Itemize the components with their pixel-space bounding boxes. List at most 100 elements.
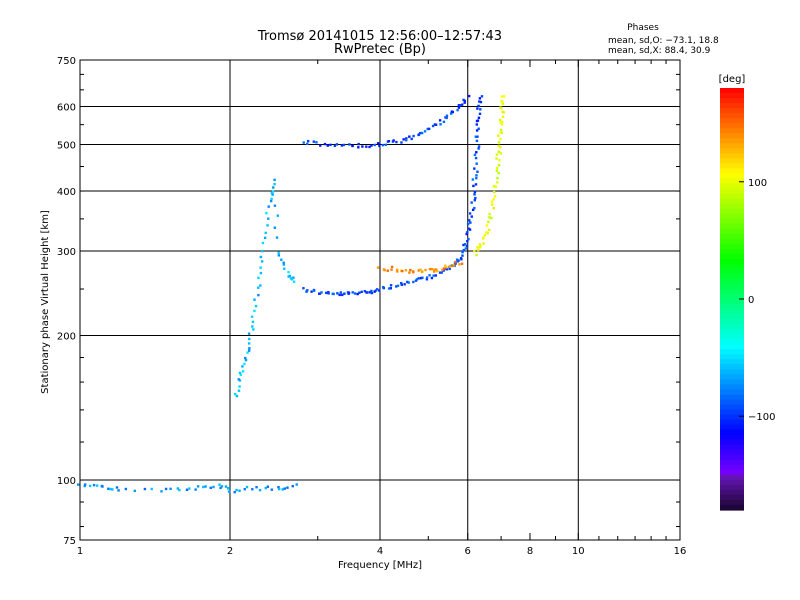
data-point bbox=[497, 141, 501, 144]
colorbar-band bbox=[720, 128, 744, 134]
data-point bbox=[259, 271, 263, 275]
series-low-height-echoes bbox=[76, 483, 298, 494]
data-point bbox=[335, 143, 339, 146]
data-point bbox=[259, 255, 263, 259]
data-point bbox=[440, 271, 443, 274]
data-point bbox=[150, 487, 153, 491]
data-point bbox=[488, 216, 491, 219]
data-point bbox=[477, 116, 481, 120]
data-point bbox=[282, 261, 285, 264]
data-point bbox=[373, 290, 376, 293]
data-point bbox=[396, 284, 400, 287]
data-point bbox=[492, 207, 495, 210]
data-point bbox=[475, 151, 478, 154]
data-point bbox=[497, 134, 500, 137]
data-point bbox=[266, 224, 269, 227]
y-tick-label: 750 bbox=[57, 56, 76, 67]
colorbar-band bbox=[720, 113, 744, 119]
data-point bbox=[438, 119, 442, 122]
data-point bbox=[272, 186, 275, 189]
colorbar-band bbox=[720, 293, 744, 300]
data-point bbox=[235, 394, 239, 398]
data-point bbox=[492, 185, 495, 188]
data-point bbox=[357, 146, 360, 149]
data-point bbox=[283, 267, 286, 270]
data-point bbox=[329, 143, 332, 147]
data-point bbox=[368, 291, 372, 294]
data-point bbox=[435, 268, 438, 271]
data-point bbox=[277, 254, 281, 257]
data-point bbox=[378, 144, 381, 148]
data-point bbox=[461, 254, 464, 257]
data-point bbox=[473, 167, 476, 170]
phase-stats-x: mean, sd,X: 88.4, 30.9 bbox=[608, 46, 711, 56]
data-point bbox=[479, 245, 482, 248]
data-point bbox=[276, 214, 280, 217]
data-point bbox=[487, 220, 490, 224]
data-point bbox=[478, 243, 482, 246]
data-point bbox=[347, 291, 351, 295]
data-point bbox=[269, 199, 273, 203]
data-point bbox=[292, 280, 296, 283]
data-point bbox=[466, 231, 469, 234]
data-point bbox=[390, 265, 394, 269]
data-point bbox=[494, 185, 497, 188]
data-point bbox=[471, 208, 475, 212]
data-point bbox=[493, 195, 497, 198]
data-point bbox=[442, 267, 446, 270]
colorbar-tick-label: −100 bbox=[748, 412, 775, 423]
data-point bbox=[271, 193, 274, 196]
colorbar-band bbox=[720, 218, 744, 225]
data-point bbox=[209, 486, 212, 490]
colorbar-band bbox=[720, 379, 744, 386]
data-point bbox=[115, 486, 119, 489]
colorbar-band bbox=[720, 394, 744, 401]
colorbar-band bbox=[720, 248, 744, 255]
data-point bbox=[410, 137, 413, 141]
data-point bbox=[83, 484, 86, 488]
data-point bbox=[474, 183, 478, 186]
data-point bbox=[381, 143, 385, 147]
data-point bbox=[400, 283, 403, 286]
data-point bbox=[194, 488, 197, 491]
data-point bbox=[251, 320, 255, 324]
data-point bbox=[117, 489, 120, 492]
x-tick-label: 6 bbox=[465, 546, 471, 557]
data-point bbox=[333, 144, 337, 148]
data-point bbox=[462, 98, 465, 102]
colorbar-band bbox=[720, 178, 744, 185]
data-point bbox=[282, 263, 286, 266]
y-tick-label: 100 bbox=[57, 476, 76, 487]
data-point bbox=[88, 484, 92, 488]
colorbar-band bbox=[720, 494, 744, 501]
data-point bbox=[395, 268, 399, 271]
data-point bbox=[261, 241, 265, 245]
data-point bbox=[476, 119, 480, 122]
data-point bbox=[497, 150, 501, 153]
colorbar-band bbox=[720, 148, 744, 154]
data-point bbox=[479, 100, 483, 104]
data-point bbox=[395, 285, 398, 288]
data-point bbox=[441, 268, 444, 272]
colorbar-band bbox=[720, 299, 744, 305]
data-point bbox=[476, 107, 479, 110]
data-point bbox=[92, 483, 96, 487]
data-point bbox=[343, 292, 346, 295]
data-point bbox=[474, 156, 478, 160]
data-point bbox=[456, 108, 459, 112]
data-point bbox=[457, 104, 461, 107]
colorbar-band bbox=[720, 163, 744, 169]
y-tick-label: 200 bbox=[57, 332, 76, 343]
data-point bbox=[286, 486, 289, 489]
colorbar-band bbox=[720, 183, 744, 190]
colorbar-band bbox=[720, 319, 744, 325]
data-point bbox=[176, 487, 180, 490]
data-point bbox=[480, 95, 484, 98]
data-point bbox=[292, 276, 295, 279]
data-point bbox=[84, 483, 87, 486]
data-point bbox=[419, 131, 422, 135]
data-point bbox=[465, 232, 468, 236]
data-point bbox=[306, 142, 309, 146]
data-point bbox=[428, 267, 432, 271]
data-point bbox=[323, 142, 327, 146]
